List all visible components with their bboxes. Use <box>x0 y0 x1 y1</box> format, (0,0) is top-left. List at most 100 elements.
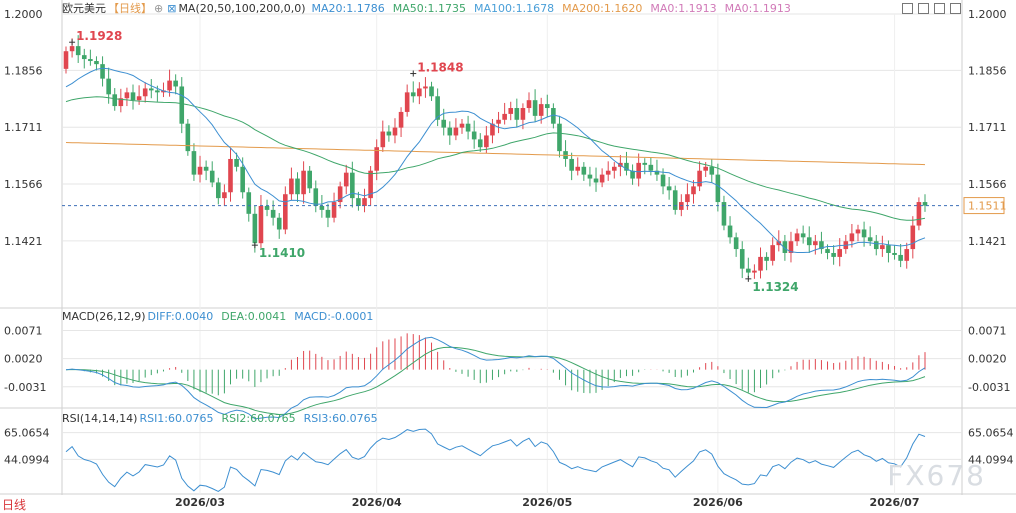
ma0-value-b: MA0:1.1913 <box>724 2 791 15</box>
candle-body <box>331 202 337 218</box>
rsi3-value: RSI3:60.0765 <box>303 412 378 425</box>
candle-body <box>849 233 855 242</box>
candle-body <box>490 123 495 136</box>
macd-value: MACD:-0.0001 <box>294 310 374 323</box>
candle-body <box>532 100 538 116</box>
price-tick-right: 1.1856 <box>968 64 1007 77</box>
candle-body <box>758 256 763 271</box>
candle-body <box>770 245 775 261</box>
candle-body <box>538 104 544 116</box>
settings-icon[interactable]: ⊕ <box>154 2 164 15</box>
rsi1-value: RSI1:60.0765 <box>139 412 214 425</box>
candle-body <box>630 170 635 179</box>
candle-body <box>819 241 824 250</box>
close-icon[interactable] <box>950 3 961 14</box>
candle-body <box>343 172 349 187</box>
price-tick-left: 1.1711 <box>4 121 43 134</box>
candle-body <box>922 202 928 206</box>
restore-icon[interactable] <box>934 3 945 14</box>
candle-body <box>246 192 252 214</box>
extreme-label: 1.1928 <box>76 29 122 43</box>
candle-body <box>575 166 581 171</box>
candle-body <box>337 186 343 203</box>
price-tick-left: 1.1421 <box>4 235 43 248</box>
candle-body <box>837 249 843 257</box>
zoom-in-icon[interactable] <box>902 3 913 14</box>
candle-body <box>167 80 172 91</box>
extreme-label: 1.1410 <box>259 246 305 260</box>
price-tick-left: 1.2000 <box>4 8 43 21</box>
candle-body <box>721 202 727 226</box>
candle-body <box>611 166 617 171</box>
macd-tick-right: 0.0071 <box>968 324 1007 337</box>
macd-label[interactable]: MACD(26,12,9) <box>62 310 146 323</box>
minus-icon[interactable] <box>918 3 929 14</box>
ma20-value: MA20:1.1786 <box>311 2 385 15</box>
candle-body <box>886 245 891 253</box>
candle-body <box>404 92 410 112</box>
candle-body <box>350 172 355 199</box>
candle-body <box>410 92 416 97</box>
candle-body <box>392 127 398 136</box>
candle-body <box>252 213 258 244</box>
candle-body <box>764 256 769 261</box>
candle-body <box>447 127 453 136</box>
candle-body <box>502 113 507 120</box>
period-label[interactable]: 【日线】 <box>108 2 152 15</box>
time-tick-label: 2026/07 <box>870 496 920 509</box>
candle-body <box>605 170 611 175</box>
main-header: 欧元美元 【日线】 ⊕ ⊠ MA(20,50,100,200,0,0) MA20:1.17… <box>62 2 799 16</box>
macd-tick-right: 0.0020 <box>968 353 1007 366</box>
macd-tick-left: 0.0020 <box>4 353 43 366</box>
candle-body <box>697 170 702 187</box>
macd-dea-line <box>65 346 926 416</box>
candle-body <box>380 131 386 148</box>
ma-label[interactable]: MA(20,50,100,200,0,0) <box>178 2 306 15</box>
candle-body <box>307 170 312 189</box>
macd-header: MACD(26,12,9) DIFF:0.0040 DEA:0.0041 MACD:-… <box>62 310 381 324</box>
candle-body <box>289 178 294 195</box>
candle-body <box>319 205 325 210</box>
candle-body <box>520 108 526 120</box>
last-price-box <box>963 197 1005 215</box>
candle-body <box>222 192 227 199</box>
candle-body <box>136 96 142 101</box>
candle-body <box>557 123 562 152</box>
candle-body <box>544 104 550 109</box>
candle-body <box>642 162 648 165</box>
candle-body <box>587 174 593 179</box>
candle-body <box>672 190 678 210</box>
ma100-value: MA100:1.1678 <box>473 2 555 15</box>
candle-body <box>69 46 75 52</box>
candle-body <box>813 241 818 246</box>
candle-body <box>709 166 715 175</box>
time-tick-label: 2026/03 <box>175 496 225 509</box>
candle-body <box>197 166 203 175</box>
price-tick-left: 1.1566 <box>4 178 43 191</box>
candle-body <box>301 170 306 195</box>
candle-body <box>313 188 319 206</box>
candle-body <box>185 123 191 152</box>
candle-body <box>666 186 672 191</box>
rsi-label[interactable]: RSI(14,14,14) <box>62 412 138 425</box>
candle-body <box>216 182 221 199</box>
ma50-line <box>65 96 926 221</box>
candle-body <box>484 135 489 148</box>
candle-body <box>569 158 574 171</box>
price-tick-right: 1.2000 <box>968 8 1007 21</box>
candle-body <box>599 174 605 183</box>
ma20-line <box>65 67 926 253</box>
ma200-line <box>65 142 926 166</box>
candle-body <box>417 88 422 97</box>
candle-body <box>477 139 483 148</box>
candle-body <box>624 162 629 171</box>
candle-body <box>374 147 380 171</box>
candle-body <box>739 249 745 269</box>
candle-body <box>873 241 879 250</box>
candle-body <box>368 170 373 199</box>
candle-body <box>715 174 721 203</box>
candle-body <box>209 170 215 183</box>
period-tab[interactable]: 日线 <box>2 498 27 512</box>
price-tick-right: 1.1711 <box>968 121 1007 134</box>
rsi-tick-right: 65.0654 <box>968 427 1014 440</box>
